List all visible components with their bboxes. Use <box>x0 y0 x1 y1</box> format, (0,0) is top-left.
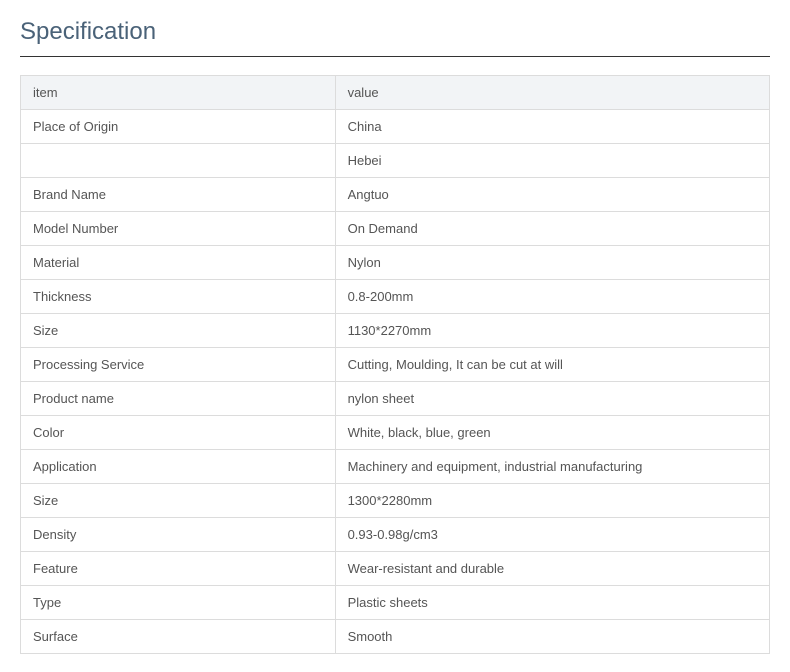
cell-item: Place of Origin <box>21 110 336 144</box>
table-row: ApplicationMachinery and equipment, indu… <box>21 450 770 484</box>
cell-item: Product name <box>21 382 336 416</box>
cell-item: Brand Name <box>21 178 336 212</box>
cell-value: Cutting, Moulding, It can be cut at will <box>335 348 769 382</box>
cell-value: 1130*2270mm <box>335 314 769 348</box>
cell-item: Surface <box>21 620 336 654</box>
table-row: Density0.93-0.98g/cm3 <box>21 518 770 552</box>
cell-item: Density <box>21 518 336 552</box>
cell-value: White, black, blue, green <box>335 416 769 450</box>
cell-item: Processing Service <box>21 348 336 382</box>
table-row: Size1130*2270mm <box>21 314 770 348</box>
table-header-row: item value <box>21 76 770 110</box>
cell-value: Wear-resistant and durable <box>335 552 769 586</box>
table-row: Brand NameAngtuo <box>21 178 770 212</box>
cell-value: On Demand <box>335 212 769 246</box>
cell-item: Model Number <box>21 212 336 246</box>
table-row: Model NumberOn Demand <box>21 212 770 246</box>
table-row: Hebei <box>21 144 770 178</box>
cell-value: Machinery and equipment, industrial manu… <box>335 450 769 484</box>
cell-value: 1300*2280mm <box>335 484 769 518</box>
cell-value: Plastic sheets <box>335 586 769 620</box>
table-row: MaterialNylon <box>21 246 770 280</box>
cell-item: Application <box>21 450 336 484</box>
table-row: ColorWhite, black, blue, green <box>21 416 770 450</box>
table-row: Place of OriginChina <box>21 110 770 144</box>
cell-value: 0.93-0.98g/cm3 <box>335 518 769 552</box>
cell-item: Size <box>21 484 336 518</box>
cell-value: Hebei <box>335 144 769 178</box>
cell-value: Angtuo <box>335 178 769 212</box>
cell-item: Material <box>21 246 336 280</box>
cell-item: Color <box>21 416 336 450</box>
table-row: SurfaceSmooth <box>21 620 770 654</box>
cell-value: 0.8-200mm <box>335 280 769 314</box>
table-row: Processing ServiceCutting, Moulding, It … <box>21 348 770 382</box>
table-row: Size1300*2280mm <box>21 484 770 518</box>
cell-value: nylon sheet <box>335 382 769 416</box>
spec-table: item value Place of OriginChinaHebeiBran… <box>20 75 770 654</box>
cell-value: China <box>335 110 769 144</box>
cell-item: Size <box>21 314 336 348</box>
table-row: Product namenylon sheet <box>21 382 770 416</box>
cell-item: Thickness <box>21 280 336 314</box>
column-header-item: item <box>21 76 336 110</box>
column-header-value: value <box>335 76 769 110</box>
cell-value: Smooth <box>335 620 769 654</box>
cell-value: Nylon <box>335 246 769 280</box>
cell-item: Type <box>21 586 336 620</box>
table-row: FeatureWear-resistant and durable <box>21 552 770 586</box>
table-row: TypePlastic sheets <box>21 586 770 620</box>
cell-item: Feature <box>21 552 336 586</box>
cell-item <box>21 144 336 178</box>
page-title: Specification <box>20 18 770 57</box>
table-row: Thickness0.8-200mm <box>21 280 770 314</box>
